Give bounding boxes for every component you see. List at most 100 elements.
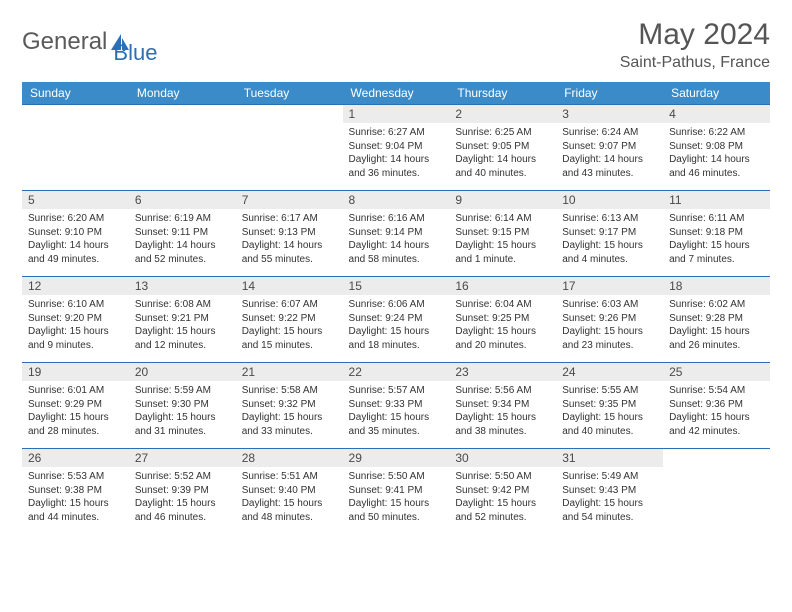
sunrise-line: Sunrise: 6:07 AM (242, 298, 337, 312)
daylight-line-1: Daylight: 15 hours (28, 497, 123, 511)
daylight-line-1: Daylight: 15 hours (135, 497, 230, 511)
sunrise-line: Sunrise: 5:53 AM (28, 470, 123, 484)
weekday-header: Tuesday (236, 82, 343, 105)
day-number: 4 (663, 105, 770, 123)
day-number: 28 (236, 449, 343, 467)
daylight-line-1: Daylight: 15 hours (135, 325, 230, 339)
calendar-cell: 30Sunrise: 5:50 AMSunset: 9:42 PMDayligh… (449, 449, 556, 535)
daylight-line-1: Daylight: 15 hours (455, 497, 550, 511)
day-details: Sunrise: 6:11 AMSunset: 9:18 PMDaylight:… (663, 209, 770, 269)
sunrise-line: Sunrise: 6:27 AM (349, 126, 444, 140)
calendar-cell: 19Sunrise: 6:01 AMSunset: 9:29 PMDayligh… (22, 363, 129, 449)
sunrise-line: Sunrise: 6:17 AM (242, 212, 337, 226)
day-details: Sunrise: 6:14 AMSunset: 9:15 PMDaylight:… (449, 209, 556, 269)
calendar-cell: 15Sunrise: 6:06 AMSunset: 9:24 PMDayligh… (343, 277, 450, 363)
day-details: Sunrise: 5:53 AMSunset: 9:38 PMDaylight:… (22, 467, 129, 527)
sunrise-line: Sunrise: 5:51 AM (242, 470, 337, 484)
day-details: Sunrise: 5:57 AMSunset: 9:33 PMDaylight:… (343, 381, 450, 441)
calendar-cell (129, 105, 236, 191)
sunset-line: Sunset: 9:08 PM (669, 140, 764, 154)
daylight-line-1: Daylight: 14 hours (135, 239, 230, 253)
sunset-line: Sunset: 9:30 PM (135, 398, 230, 412)
sunset-line: Sunset: 9:20 PM (28, 312, 123, 326)
calendar-cell: 8Sunrise: 6:16 AMSunset: 9:14 PMDaylight… (343, 191, 450, 277)
day-details: Sunrise: 5:56 AMSunset: 9:34 PMDaylight:… (449, 381, 556, 441)
calendar-cell: 21Sunrise: 5:58 AMSunset: 9:32 PMDayligh… (236, 363, 343, 449)
daylight-line-2: and 40 minutes. (562, 425, 657, 439)
sunset-line: Sunset: 9:14 PM (349, 226, 444, 240)
day-number: 10 (556, 191, 663, 209)
calendar-cell: 4Sunrise: 6:22 AMSunset: 9:08 PMDaylight… (663, 105, 770, 191)
sunrise-line: Sunrise: 6:20 AM (28, 212, 123, 226)
daylight-line-2: and 44 minutes. (28, 511, 123, 525)
sunset-line: Sunset: 9:10 PM (28, 226, 123, 240)
daylight-line-1: Daylight: 15 hours (455, 325, 550, 339)
daylight-line-2: and 38 minutes. (455, 425, 550, 439)
sunset-line: Sunset: 9:17 PM (562, 226, 657, 240)
day-number: 16 (449, 277, 556, 295)
daylight-line-2: and 48 minutes. (242, 511, 337, 525)
sunrise-line: Sunrise: 5:58 AM (242, 384, 337, 398)
sunrise-line: Sunrise: 5:50 AM (455, 470, 550, 484)
day-number: 18 (663, 277, 770, 295)
sunrise-line: Sunrise: 5:49 AM (562, 470, 657, 484)
day-number: 3 (556, 105, 663, 123)
sunset-line: Sunset: 9:22 PM (242, 312, 337, 326)
day-number: 17 (556, 277, 663, 295)
day-details: Sunrise: 6:13 AMSunset: 9:17 PMDaylight:… (556, 209, 663, 269)
day-number: 6 (129, 191, 236, 209)
calendar-row: 26Sunrise: 5:53 AMSunset: 9:38 PMDayligh… (22, 449, 770, 535)
weekday-header-row: SundayMondayTuesdayWednesdayThursdayFrid… (22, 82, 770, 105)
daylight-line-1: Daylight: 15 hours (562, 411, 657, 425)
daylight-line-2: and 15 minutes. (242, 339, 337, 353)
daylight-line-1: Daylight: 15 hours (28, 325, 123, 339)
daylight-line-2: and 52 minutes. (455, 511, 550, 525)
daylight-line-2: and 54 minutes. (562, 511, 657, 525)
sunrise-line: Sunrise: 5:54 AM (669, 384, 764, 398)
day-details: Sunrise: 5:54 AMSunset: 9:36 PMDaylight:… (663, 381, 770, 441)
daylight-line-2: and 42 minutes. (669, 425, 764, 439)
title-block: May 2024 Saint-Pathus, France (620, 18, 770, 72)
calendar-cell: 25Sunrise: 5:54 AMSunset: 9:36 PMDayligh… (663, 363, 770, 449)
sunset-line: Sunset: 9:29 PM (28, 398, 123, 412)
daylight-line-2: and 46 minutes. (135, 511, 230, 525)
day-number: 23 (449, 363, 556, 381)
day-details: Sunrise: 5:55 AMSunset: 9:35 PMDaylight:… (556, 381, 663, 441)
page-header: General Blue May 2024 Saint-Pathus, Fran… (22, 18, 770, 72)
daylight-line-1: Daylight: 15 hours (135, 411, 230, 425)
daylight-line-1: Daylight: 14 hours (349, 153, 444, 167)
day-details: Sunrise: 5:59 AMSunset: 9:30 PMDaylight:… (129, 381, 236, 441)
day-details: Sunrise: 6:10 AMSunset: 9:20 PMDaylight:… (22, 295, 129, 355)
day-number: 25 (663, 363, 770, 381)
sunrise-line: Sunrise: 6:19 AM (135, 212, 230, 226)
calendar-cell: 2Sunrise: 6:25 AMSunset: 9:05 PMDaylight… (449, 105, 556, 191)
sunrise-line: Sunrise: 5:59 AM (135, 384, 230, 398)
daylight-line-1: Daylight: 14 hours (562, 153, 657, 167)
daylight-line-1: Daylight: 15 hours (562, 497, 657, 511)
sunset-line: Sunset: 9:40 PM (242, 484, 337, 498)
daylight-line-2: and 43 minutes. (562, 167, 657, 181)
daylight-line-2: and 58 minutes. (349, 253, 444, 267)
calendar-cell: 12Sunrise: 6:10 AMSunset: 9:20 PMDayligh… (22, 277, 129, 363)
sunset-line: Sunset: 9:33 PM (349, 398, 444, 412)
daylight-line-2: and 23 minutes. (562, 339, 657, 353)
sunset-line: Sunset: 9:43 PM (562, 484, 657, 498)
daylight-line-2: and 52 minutes. (135, 253, 230, 267)
day-details: Sunrise: 5:50 AMSunset: 9:42 PMDaylight:… (449, 467, 556, 527)
calendar-cell: 11Sunrise: 6:11 AMSunset: 9:18 PMDayligh… (663, 191, 770, 277)
sunrise-line: Sunrise: 6:02 AM (669, 298, 764, 312)
sunrise-line: Sunrise: 6:22 AM (669, 126, 764, 140)
sunrise-line: Sunrise: 6:24 AM (562, 126, 657, 140)
daylight-line-2: and 36 minutes. (349, 167, 444, 181)
calendar-cell: 14Sunrise: 6:07 AMSunset: 9:22 PMDayligh… (236, 277, 343, 363)
daylight-line-2: and 20 minutes. (455, 339, 550, 353)
sunset-line: Sunset: 9:28 PM (669, 312, 764, 326)
sunrise-line: Sunrise: 6:11 AM (669, 212, 764, 226)
daylight-line-1: Daylight: 15 hours (28, 411, 123, 425)
daylight-line-1: Daylight: 14 hours (242, 239, 337, 253)
day-number: 1 (343, 105, 450, 123)
weekday-header: Wednesday (343, 82, 450, 105)
calendar-cell: 16Sunrise: 6:04 AMSunset: 9:25 PMDayligh… (449, 277, 556, 363)
day-details: Sunrise: 6:08 AMSunset: 9:21 PMDaylight:… (129, 295, 236, 355)
daylight-line-2: and 46 minutes. (669, 167, 764, 181)
